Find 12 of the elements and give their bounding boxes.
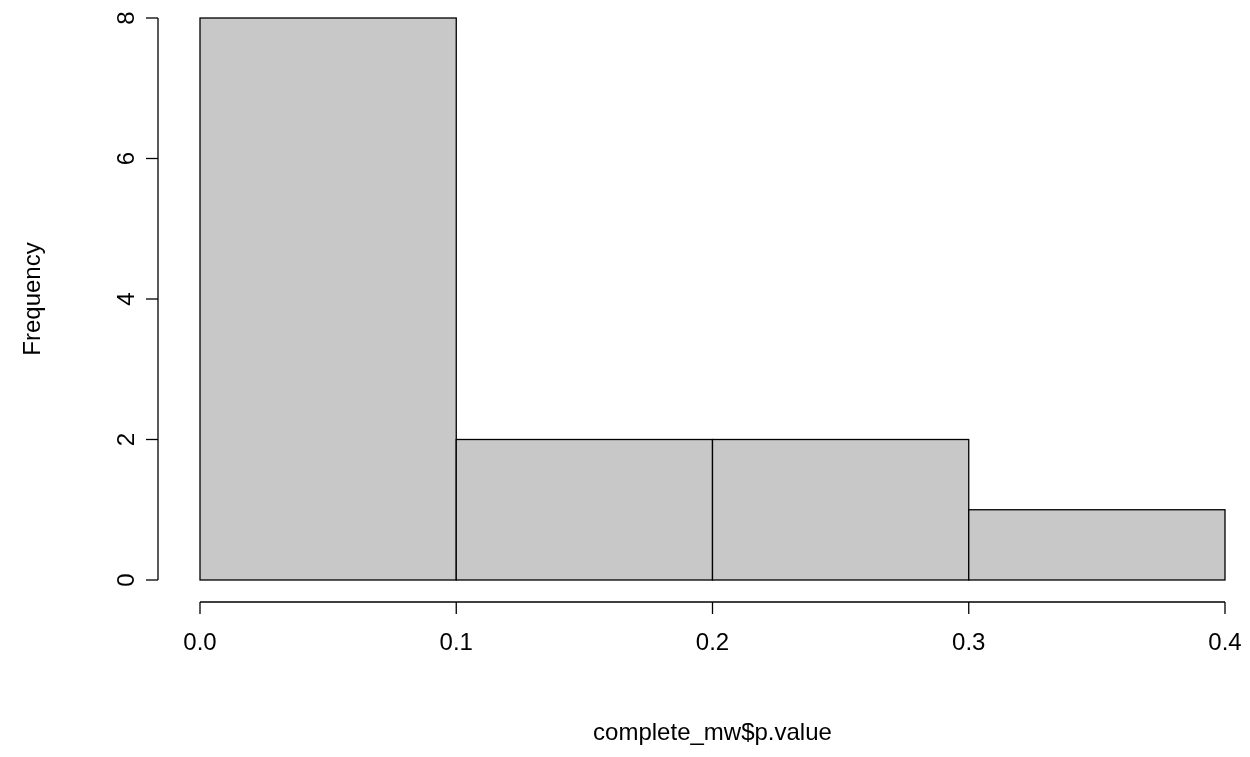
- x-tick-label: 0.2: [695, 628, 730, 655]
- y-tick-label: 2: [112, 432, 139, 447]
- x-tick-label: 0.3: [952, 628, 986, 655]
- y-tick-label: 8: [112, 11, 139, 25]
- x-tick-label: 0.0: [183, 628, 217, 655]
- x-axis-title: complete_mw$p.value: [593, 718, 832, 745]
- y-tick-label: 0: [112, 573, 139, 587]
- x-tick-label: 0.4: [1208, 628, 1242, 655]
- y-tick-label: 6: [112, 151, 139, 166]
- y-axis-title: Frequency: [18, 242, 45, 356]
- x-tick-label: 0.1: [439, 628, 473, 655]
- y-tick-label: 4: [112, 292, 139, 306]
